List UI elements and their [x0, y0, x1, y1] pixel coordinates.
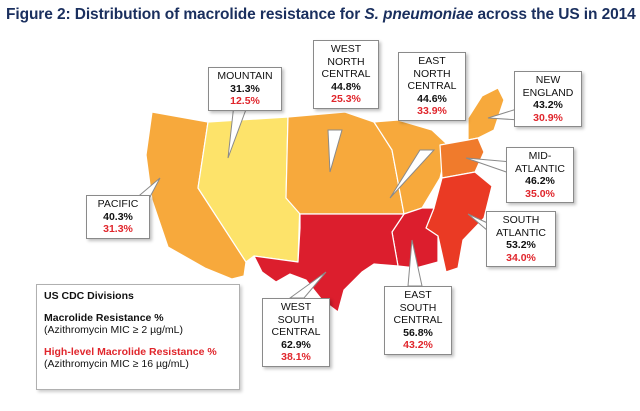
macrolide-value: 44.8%: [331, 80, 361, 93]
callout-mountain: MOUNTAIN 31.3% 12.5%: [208, 67, 282, 111]
callout-new-england: NEW ENGLAND 43.2% 30.9%: [514, 71, 582, 127]
legend-macrolide-sub: (Azithromycin MIC ≥ 2 µg/mL): [44, 324, 184, 336]
division-name: MOUNTAIN: [217, 70, 273, 82]
figure-title: Figure 2: Distribution of macrolide resi…: [6, 6, 636, 23]
legend-box: US CDC Divisions Macrolide Resistance % …: [36, 284, 240, 390]
region-new-england: [467, 87, 505, 141]
callout-pacific: PACIFIC 40.3% 31.3%: [86, 195, 150, 239]
callout-south-atlantic: SOUTH ATLANTIC 53.2% 34.0%: [486, 211, 556, 267]
macrolide-value: 62.9%: [281, 338, 311, 351]
legend-title: US CDC Divisions: [44, 290, 134, 302]
macrolide-value: 43.2%: [533, 99, 563, 111]
callout-east-south-central: EAST SOUTH CENTRAL 56.8% 43.2%: [384, 286, 452, 355]
pointer-west-north-central: [327, 129, 343, 173]
callout-east-north-central: EAST NORTH CENTRAL 44.6% 33.9%: [398, 52, 466, 121]
macrolide-value: 53.2%: [506, 239, 536, 251]
macrolide-value: 44.6%: [417, 92, 447, 105]
division-name: NEW ENGLAND: [522, 74, 574, 99]
pointer-east-north-central: [389, 149, 436, 199]
high-level-value: 38.1%: [281, 351, 311, 363]
division-name: EAST SOUTH CENTRAL: [393, 289, 443, 326]
division-name: SOUTH ATLANTIC: [496, 214, 546, 239]
high-level-value: 33.9%: [417, 105, 447, 117]
division-name: WEST SOUTH CENTRAL: [271, 301, 321, 338]
division-name: EAST NORTH CENTRAL: [407, 55, 457, 92]
high-level-value: 34.0%: [506, 251, 536, 264]
high-level-value: 12.5%: [230, 95, 260, 107]
legend-high-sub: (Azithromycin MIC ≥ 16 µg/mL): [44, 358, 189, 370]
legend-high-label: High-level Macrolide Resistance %: [44, 346, 217, 358]
legend-macrolide-label: Macrolide Resistance %: [44, 312, 164, 324]
macrolide-value: 40.3%: [103, 210, 133, 223]
high-level-value: 43.2%: [403, 339, 433, 351]
callout-west-south-central: WEST SOUTH CENTRAL 62.9% 38.1%: [262, 298, 330, 367]
high-level-value: 30.9%: [533, 111, 563, 124]
high-level-value: 31.3%: [103, 223, 133, 235]
callout-mid-atlantic: MID- ATLANTIC 46.2% 35.0%: [506, 147, 574, 203]
division-name: PACIFIC: [97, 198, 139, 210]
callout-west-north-central: WEST NORTH CENTRAL 44.8% 25.3%: [313, 40, 379, 109]
high-level-value: 25.3%: [331, 93, 361, 105]
division-name: WEST NORTH CENTRAL: [321, 43, 371, 80]
macrolide-value: 46.2%: [525, 175, 555, 187]
macrolide-value: 31.3%: [230, 82, 260, 95]
division-name: MID- ATLANTIC: [515, 150, 565, 175]
region-mid-atlantic: [439, 137, 485, 179]
high-level-value: 35.0%: [525, 187, 555, 200]
macrolide-value: 56.8%: [403, 326, 433, 339]
